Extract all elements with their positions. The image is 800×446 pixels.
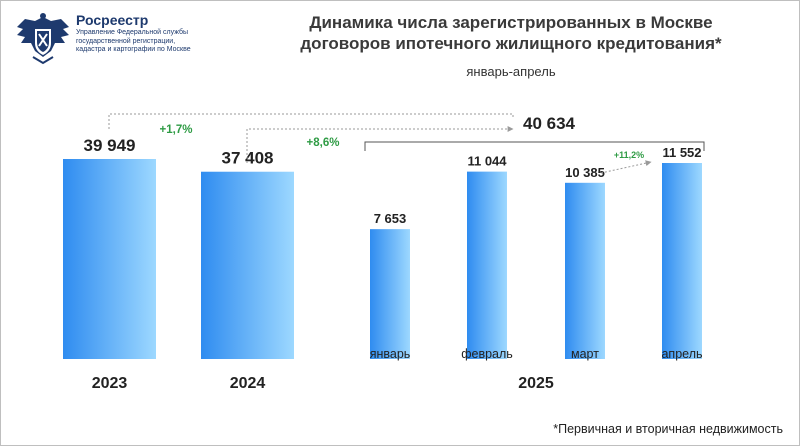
month-label-1: январь xyxy=(370,347,411,361)
growth-label-2023-2024: +1,7% xyxy=(160,124,193,136)
chart-title-line1: Динамика числа зарегистрированных в Моск… xyxy=(309,13,713,32)
month-label-2: февраль xyxy=(461,347,513,361)
total-label: 40 634 xyxy=(523,114,576,133)
brand-subtitle: Управление Федеральной службы государств… xyxy=(76,29,191,54)
growth-label-2024-2025: +8,6% xyxy=(307,137,340,149)
bar-value-label-month-1: 7 653 xyxy=(374,211,407,226)
chart-title-line2: договоров ипотечного жилищного кредитова… xyxy=(300,34,722,53)
rosreestr-emblem-icon xyxy=(17,13,69,65)
connector-2024-total xyxy=(246,126,514,163)
bar-value-label-month-2: 11 044 xyxy=(467,154,507,169)
bar-value-label-2023: 39 949 xyxy=(84,136,136,155)
growth-label-mar-apr: +11,2% xyxy=(614,150,644,160)
bar-value-label-month-3: 10 385 xyxy=(565,165,605,180)
bar-month-4 xyxy=(662,163,702,359)
bar-month-2 xyxy=(467,171,507,359)
bar-value-label-month-4: 11 552 xyxy=(662,145,701,160)
footnote: *Первичная и вторичная недвижимость xyxy=(553,422,783,436)
year-label-2024: 2024 xyxy=(230,375,266,392)
month-label-4: апрель xyxy=(661,347,702,361)
arrow-mar-apr xyxy=(600,160,652,174)
total-bracket xyxy=(364,141,705,151)
connector-2023-total xyxy=(108,113,514,129)
bar-2023 xyxy=(63,159,156,359)
chart-subtitle: январь-апрель xyxy=(466,64,556,79)
month-label-3: март xyxy=(571,347,599,361)
year-label-2023: 2023 xyxy=(92,375,128,392)
bar-month-1 xyxy=(370,229,410,359)
bar-month-3 xyxy=(565,182,605,359)
bar-2024 xyxy=(201,171,294,359)
year-label-2025: 2025 xyxy=(518,375,554,392)
brand-name: Росреестр xyxy=(76,12,149,28)
